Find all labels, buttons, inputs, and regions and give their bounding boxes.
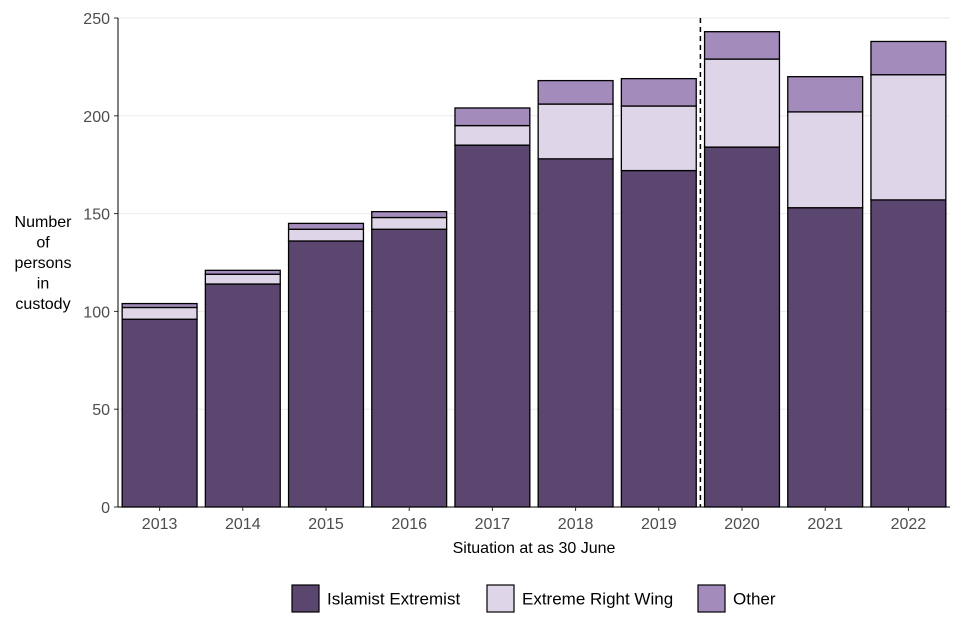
y-tick-label: 100: [83, 304, 110, 321]
legend: Islamist Extremist Extreme Right Wing Othe…: [291, 584, 776, 613]
y-tick-label: 0: [101, 500, 110, 517]
bar-extreme-right-wing: [204, 273, 281, 285]
bar-other: [371, 210, 448, 219]
bar-islamist-extremist: [620, 169, 697, 508]
x-tick-label: 2017: [475, 516, 511, 533]
bar-extreme-right-wing: [787, 111, 864, 209]
legend-label: Islamist Extremist: [327, 590, 460, 609]
bars: [121, 31, 947, 508]
bar-other: [787, 76, 864, 113]
bar-other: [537, 79, 614, 105]
y-axis-title-line: custody: [15, 296, 70, 313]
bar-extreme-right-wing: [537, 103, 614, 160]
x-tick-label: 2016: [391, 516, 427, 533]
x-tick-label: 2015: [308, 516, 344, 533]
y-tick-label: 50: [92, 402, 110, 419]
bar-other: [620, 77, 697, 107]
bar-extreme-right-wing: [371, 216, 448, 230]
bar-extreme-right-wing: [620, 105, 697, 172]
y-tick-label: 200: [83, 109, 110, 126]
legend-swatch: [291, 584, 320, 613]
x-tick-label: 2018: [558, 516, 594, 533]
y-tick-label: 150: [83, 207, 110, 224]
bar-islamist-extremist: [870, 199, 947, 508]
bar-other: [870, 40, 947, 76]
x-axis-title: Situation at as 30 June: [453, 540, 616, 557]
bar-extreme-right-wing: [121, 306, 198, 320]
x-tick-label: 2013: [142, 516, 178, 533]
x-tick-label: 2019: [641, 516, 677, 533]
bar-other: [454, 107, 531, 127]
bar-extreme-right-wing: [703, 58, 781, 148]
y-tick-label: 250: [83, 11, 110, 28]
y-axis-title-line: in: [37, 276, 49, 293]
bar-islamist-extremist: [121, 318, 198, 508]
y-axis-title: Number of persons in custody: [15, 214, 73, 313]
bar-islamist-extremist: [454, 144, 531, 508]
x-axis-ticks: 2013 2014 2015 2016 2017 2018 2019 2020 2021 2022: [142, 507, 926, 533]
y-axis-ticks: 0 50 100 150 200 250: [83, 11, 118, 517]
bar-other: [703, 31, 781, 60]
legend-swatch: [486, 584, 515, 613]
x-tick-label: 2020: [724, 516, 760, 533]
bar-islamist-extremist: [204, 283, 281, 508]
legend-label: Other: [733, 590, 776, 609]
y-axis-title-line: persons: [15, 255, 72, 272]
x-tick-label: 2021: [807, 516, 843, 533]
bar-other: [204, 269, 281, 275]
bar-islamist-extremist: [371, 228, 448, 508]
bar-islamist-extremist: [287, 240, 365, 508]
x-tick-label: 2014: [225, 516, 261, 533]
bar-other: [121, 302, 198, 309]
bar-islamist-extremist: [703, 146, 781, 508]
bar-extreme-right-wing: [287, 228, 365, 242]
bar-islamist-extremist: [787, 207, 864, 508]
bar-extreme-right-wing: [870, 74, 947, 201]
bar-extreme-right-wing: [454, 124, 531, 146]
legend-swatch: [697, 584, 726, 613]
bar-other: [287, 222, 365, 230]
bar-islamist-extremist: [537, 158, 614, 508]
y-axis-title-line: of: [36, 235, 50, 252]
legend-label: Extreme Right Wing: [522, 590, 673, 609]
y-axis-title-line: Number: [15, 214, 73, 231]
x-tick-label: 2022: [891, 516, 927, 533]
